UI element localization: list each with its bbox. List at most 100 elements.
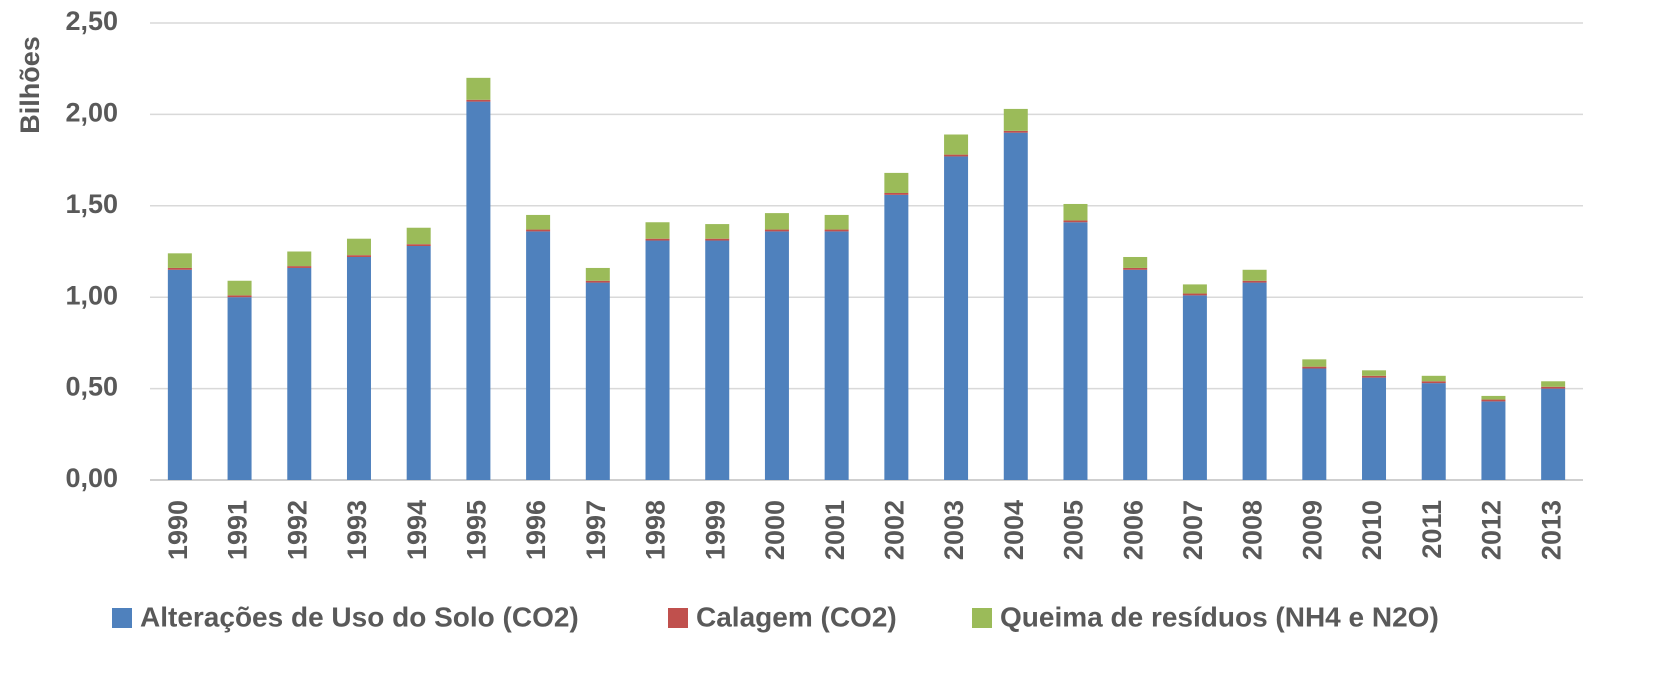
bar-segment [944,156,969,480]
bar-segment [1003,132,1028,480]
bar-segment [1541,388,1566,480]
bar-segment [585,280,610,283]
x-tick-label: 2009 [1297,500,1327,560]
bar-segment [406,227,431,245]
bar-segment [764,213,789,230]
y-tick-label: 2,50 [65,6,118,36]
bar-segment [1182,293,1207,296]
bar-segment [1541,381,1566,387]
bar-segment [585,267,610,281]
bar-segment [287,267,312,480]
bar-segment [1003,108,1028,131]
bar-segment [1421,381,1446,384]
x-tick-label: 1992 [282,500,312,560]
x-tick-label: 2007 [1178,500,1208,560]
x-tick-label: 2012 [1477,500,1507,560]
bar-segment [645,240,670,480]
bar-segment [705,224,730,239]
x-tick-label: 2002 [879,500,909,560]
x-tick-label: 2011 [1417,500,1447,559]
bar-segment [346,238,371,256]
x-tick-label: 1994 [402,500,432,560]
y-tick-label: 1,00 [65,280,118,310]
x-tick-label: 2000 [760,500,790,560]
bar-segment [227,297,252,480]
y-tick-label: 2,00 [65,98,118,128]
bar-segment [764,231,789,480]
bar-segment [944,154,969,157]
bar-segment [824,229,849,232]
bar-segment [406,246,431,480]
y-tick-label: 0,00 [65,463,118,493]
y-tick-label: 1,50 [65,189,118,219]
x-tick-label: 2003 [939,500,969,560]
bar-segment [645,222,670,239]
bar-segment [1003,130,1028,133]
bar-segment [526,214,551,230]
x-tick-label: 2010 [1357,500,1387,560]
bar-segment [1123,267,1148,270]
bar-segment [167,267,192,270]
bar-segment [705,238,730,241]
bar-segment [227,295,252,298]
bar-segment [466,101,491,480]
legend-swatch [112,608,132,628]
bar-segment [526,231,551,480]
bar-segment [227,280,252,296]
bar-segment [1362,370,1387,376]
y-axis-label: Bilhões [15,36,45,134]
bar-segment [1541,386,1566,389]
bar-segment [1302,366,1327,369]
bar-segment [1481,395,1506,400]
bar-segment [1362,377,1387,480]
bar-segment [406,244,431,247]
bar-segment [346,255,371,257]
x-tick-label: 1990 [163,500,193,560]
bar-segment [1421,383,1446,480]
bar-segment [705,240,730,480]
bar-segment [1421,375,1446,382]
bar-segment [466,77,491,100]
x-tick-label: 1995 [462,500,492,560]
x-tick-label: 2004 [999,500,1029,560]
x-tick-label: 2008 [1238,500,1268,560]
legend-swatch [668,608,688,628]
bar-segment [884,193,909,195]
bar-segment [1481,401,1506,480]
legend-label: Queima de resíduos (NH4 e N2O) [1000,601,1439,632]
x-tick-label: 1993 [342,500,372,560]
x-tick-label: 1999 [700,500,730,560]
bar-segment [645,238,670,241]
legend-label: Calagem (CO2) [696,601,897,632]
bar-segment [1302,368,1327,480]
bar-segment [1063,203,1088,221]
bar-segment [346,256,371,480]
x-tick-label: 1991 [223,500,253,560]
bar-segment [1242,280,1267,283]
bar-segment [466,99,491,102]
x-tick-label: 1996 [521,500,551,560]
bar-segment [526,229,551,232]
x-tick-label: 2006 [1118,500,1148,560]
bar-segment [287,251,312,267]
legend-swatch [972,608,992,628]
bar-segment [1302,359,1327,367]
bar-segment [944,134,969,155]
bar-segment [1242,269,1267,281]
bar-segment [764,229,789,232]
bar-segment [1123,269,1148,480]
x-tick-label: 1998 [641,500,671,560]
bar-segment [824,231,849,480]
x-tick-label: 2005 [1059,500,1089,560]
legend-label: Alterações de Uso do Solo (CO2) [140,601,579,632]
bar-segment [1242,282,1267,480]
bar-segment [167,253,192,268]
bar-segment [1182,295,1207,480]
bar-segment [884,194,909,480]
bar-segment [287,266,312,268]
bar-segment [1123,256,1148,268]
bar-segment [1481,399,1506,402]
bar-segment [167,269,192,480]
bar-segment [884,172,909,194]
